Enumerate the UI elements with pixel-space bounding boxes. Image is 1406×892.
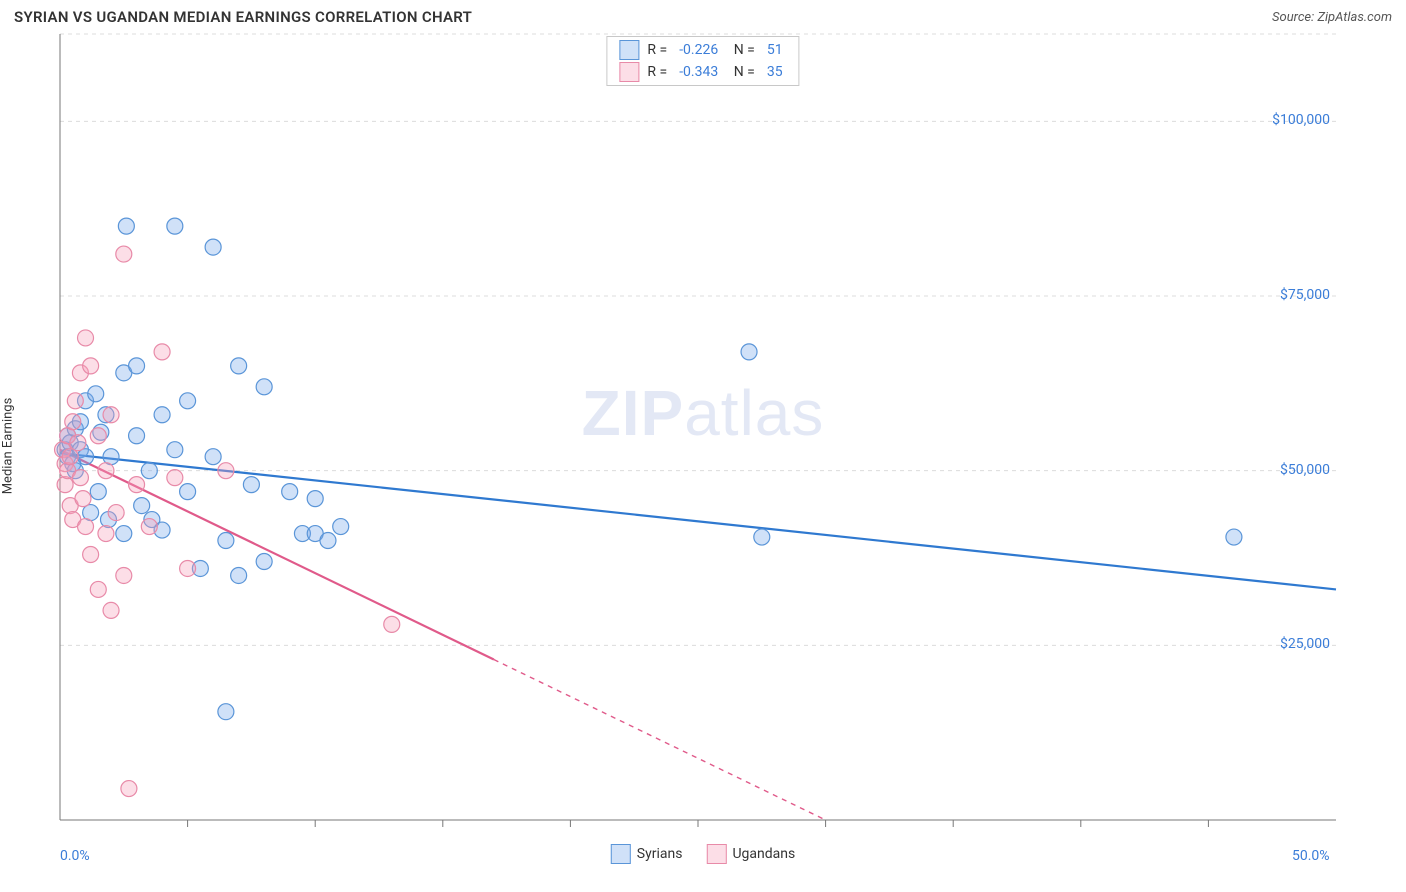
legend-swatch — [706, 844, 726, 864]
legend-swatch — [619, 40, 639, 60]
y-tick-label: $25,000 — [1280, 636, 1330, 652]
y-tick-label: $50,000 — [1280, 462, 1330, 478]
stat-r-value: -0.226 — [675, 42, 722, 58]
legend-item: Syrians — [611, 844, 683, 864]
legend-swatch — [619, 62, 639, 82]
y-axis-label: Median Earnings — [1, 398, 16, 495]
legend-label: Ugandans — [732, 846, 795, 862]
chart-header: SYRIAN VS UGANDAN MEDIAN EARNINGS CORREL… — [0, 0, 1406, 30]
chart-title: SYRIAN VS UGANDAN MEDIAN EARNINGS CORREL… — [14, 8, 472, 26]
y-tick-label: $75,000 — [1280, 287, 1330, 303]
stats-legend-row: R =-0.226 N =51 — [607, 39, 798, 61]
stats-legend: R =-0.226 N =51R =-0.343 N =35 — [606, 36, 799, 86]
legend-label: Syrians — [637, 846, 683, 862]
stat-n-value: 51 — [763, 42, 787, 58]
legend-swatch — [611, 844, 631, 864]
series-legend: Syrians Ugandans — [611, 844, 795, 864]
stat-r-value: -0.343 — [675, 64, 722, 80]
stats-legend-row: R =-0.343 N =35 — [607, 61, 798, 83]
chart-area: Median Earnings ZIPatlas R =-0.226 N =51… — [14, 30, 1392, 862]
chart-source: Source: ZipAtlas.com — [1272, 10, 1392, 25]
scatter-chart — [14, 30, 1392, 862]
stat-n-value: 35 — [763, 64, 787, 80]
y-tick-label: $100,000 — [1272, 112, 1330, 128]
legend-item: Ugandans — [706, 844, 795, 864]
